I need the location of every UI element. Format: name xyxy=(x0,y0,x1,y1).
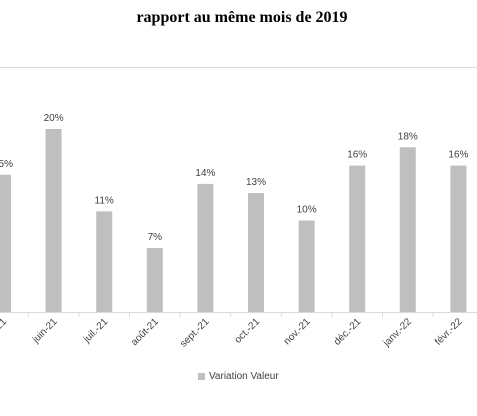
bar xyxy=(96,211,113,312)
x-tick-label: juin-21 xyxy=(30,316,60,346)
legend-swatch xyxy=(198,373,205,380)
data-label: 15% xyxy=(0,159,13,170)
bar xyxy=(349,165,366,312)
bar xyxy=(450,165,467,312)
x-tick-label: mai-21 xyxy=(0,316,9,346)
data-label: 14% xyxy=(195,168,215,179)
legend: Variation Valeur xyxy=(198,371,279,382)
bar xyxy=(298,220,315,312)
bar xyxy=(0,174,11,312)
x-tick-label: juil.-21 xyxy=(81,316,111,346)
x-tick-label: janv.-22 xyxy=(381,316,414,349)
data-label: 13% xyxy=(246,177,266,188)
legend-label: Variation Valeur xyxy=(209,371,279,382)
x-tick-label: août-21 xyxy=(129,316,161,348)
data-label: 7% xyxy=(148,232,163,243)
data-label: 11% xyxy=(95,195,114,206)
x-tick-label: oct.-21 xyxy=(233,316,263,346)
x-tick-label: nov.-21 xyxy=(282,316,313,347)
data-label: 18% xyxy=(398,131,418,142)
bar xyxy=(248,193,264,312)
data-label: 20% xyxy=(44,113,64,124)
bar xyxy=(146,247,163,312)
x-tick-label: févr.-22 xyxy=(433,316,465,348)
x-tick-label: déc.-21 xyxy=(332,316,364,348)
bar xyxy=(197,183,214,312)
data-label: 10% xyxy=(297,205,317,216)
data-label: 16% xyxy=(347,150,367,161)
bar xyxy=(399,147,416,312)
bar xyxy=(45,129,62,312)
data-label: 16% xyxy=(448,150,468,161)
x-tick-label: sept.-21 xyxy=(178,316,212,350)
chart-title: rapport au même mois de 2019 xyxy=(136,9,348,26)
